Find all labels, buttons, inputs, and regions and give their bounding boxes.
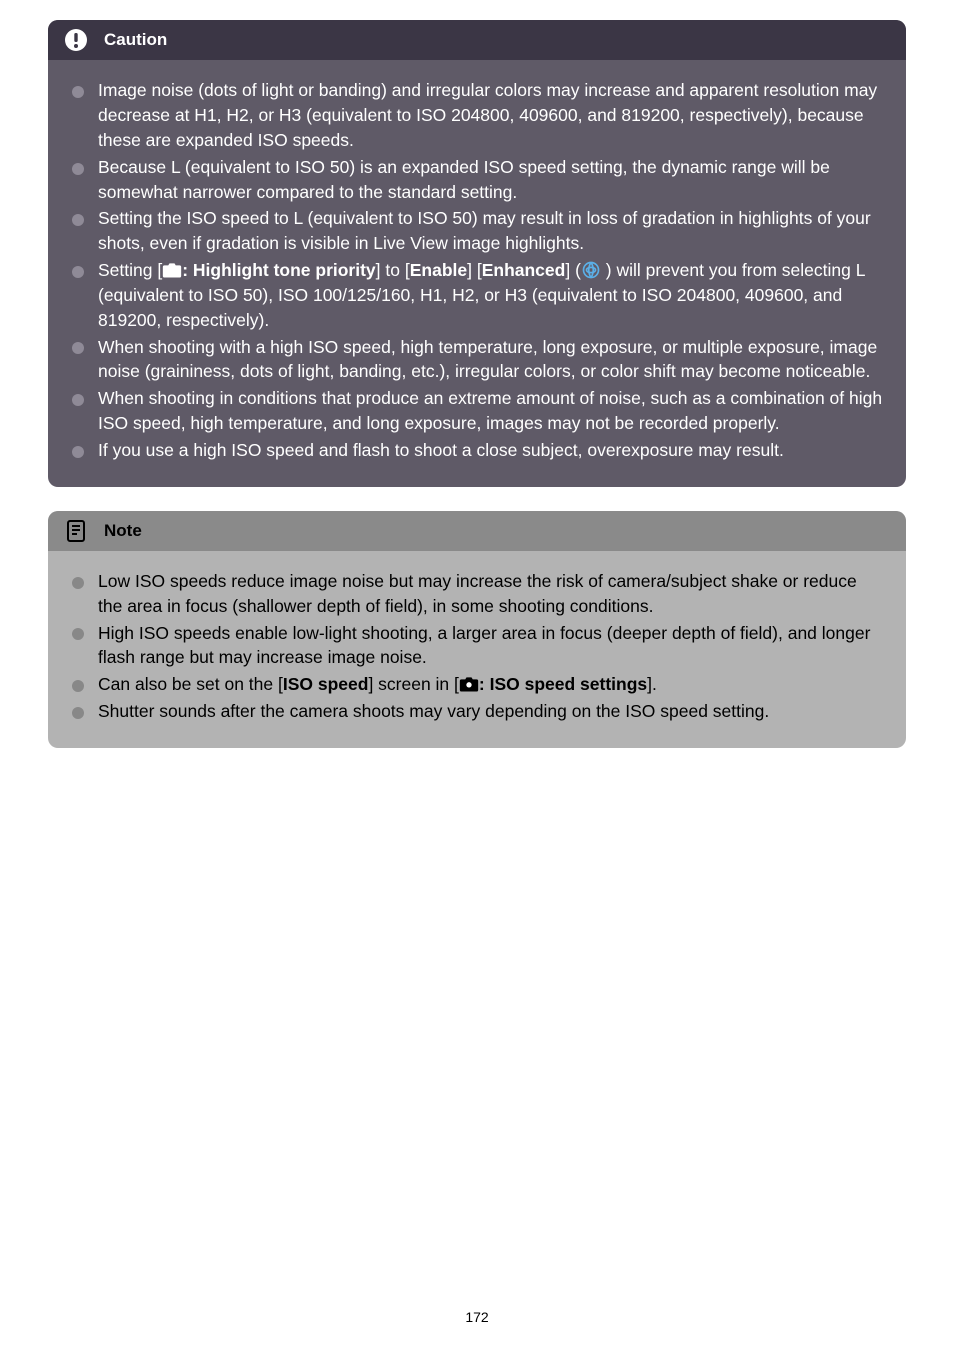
caution-body: Image noise (dots of light or banding) a… <box>48 60 906 487</box>
note-item: Shutter sounds after the camera shoots m… <box>70 699 884 724</box>
note-icon <box>64 519 88 543</box>
caution-item: When shooting in conditions that produce… <box>70 386 884 436</box>
caution-item: Because L (equivalent to ISO 50) is an e… <box>70 155 884 205</box>
camera-icon <box>162 261 182 279</box>
note-box: Note Low ISO speeds reduce image noise b… <box>48 511 906 748</box>
reference-link-icon[interactable] <box>581 260 601 280</box>
caution-box: Caution Image noise (dots of light or ba… <box>48 20 906 487</box>
caution-item: Setting the ISO speed to L (equivalent t… <box>70 206 884 256</box>
note-item: Can also be set on the [ISO speed] scree… <box>70 672 884 697</box>
note-header: Note <box>48 511 906 551</box>
note-item: Low ISO speeds reduce image noise but ma… <box>70 569 884 619</box>
caution-item: Setting [: Highlight tone priority] to [… <box>70 258 884 333</box>
caution-list: Image noise (dots of light or banding) a… <box>70 78 884 463</box>
caution-title: Caution <box>104 28 167 52</box>
caution-item: If you use a high ISO speed and flash to… <box>70 438 884 463</box>
note-list: Low ISO speeds reduce image noise but ma… <box>70 569 884 724</box>
caution-icon <box>64 28 88 52</box>
page-number: 172 <box>48 1308 906 1328</box>
caution-item: Image noise (dots of light or banding) a… <box>70 78 884 153</box>
note-body: Low ISO speeds reduce image noise but ma… <box>48 551 906 748</box>
note-title: Note <box>104 519 142 543</box>
note-item: High ISO speeds enable low-light shootin… <box>70 621 884 671</box>
caution-item: When shooting with a high ISO speed, hig… <box>70 335 884 385</box>
caution-header: Caution <box>48 20 906 60</box>
camera-icon <box>459 675 479 693</box>
